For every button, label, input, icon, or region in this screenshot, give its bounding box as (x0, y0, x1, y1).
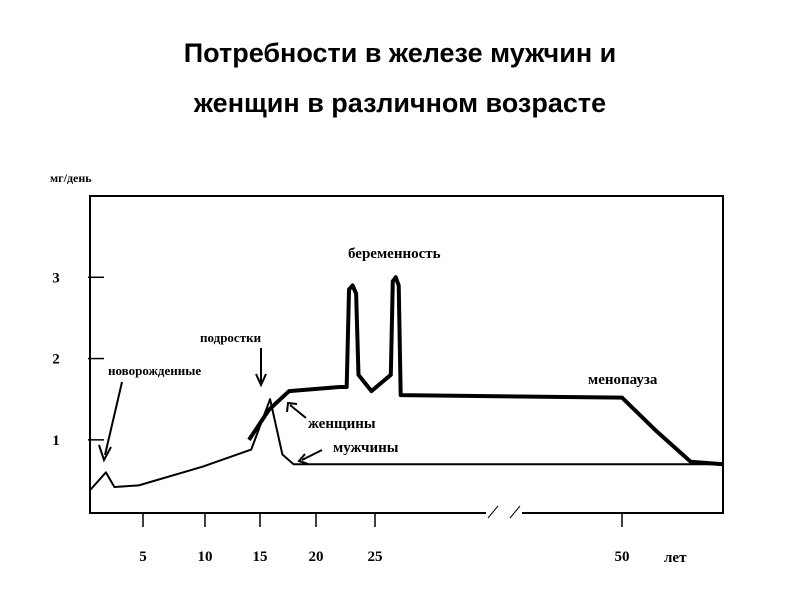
y-axis-label: мг/день (50, 171, 92, 185)
series-label: женщины (308, 416, 376, 432)
annotation: беременность (348, 246, 441, 262)
y-tick-label: 1 (52, 433, 60, 449)
x-tick-label: 25 (368, 549, 383, 565)
title-line: Потребности в железе мужчин и (184, 38, 616, 68)
annotation: новорожденные (108, 363, 201, 378)
y-tick-label: 2 (52, 352, 60, 368)
series-line (89, 398, 723, 491)
series-label: мужчины (333, 440, 399, 456)
plot-frame (89, 195, 724, 514)
x-tick-label: 15 (253, 549, 268, 565)
x-tick-label: 20 (309, 549, 324, 565)
annotation: подростки (200, 330, 262, 345)
arrows (98, 348, 323, 465)
x-tick-label: 5 (139, 549, 147, 565)
axis-break (509, 505, 521, 519)
y-tick-label: 3 (52, 270, 60, 286)
x-axis-label: лет (664, 550, 687, 566)
title-line: женщин в различном возрасте (193, 88, 606, 118)
x-tick-label: 10 (198, 549, 213, 565)
axis-break (487, 505, 499, 519)
series-line (247, 275, 724, 467)
annotation: менопауза (588, 372, 658, 388)
axis-break-gap (486, 505, 522, 521)
x-tick-label: 50 (615, 549, 630, 565)
